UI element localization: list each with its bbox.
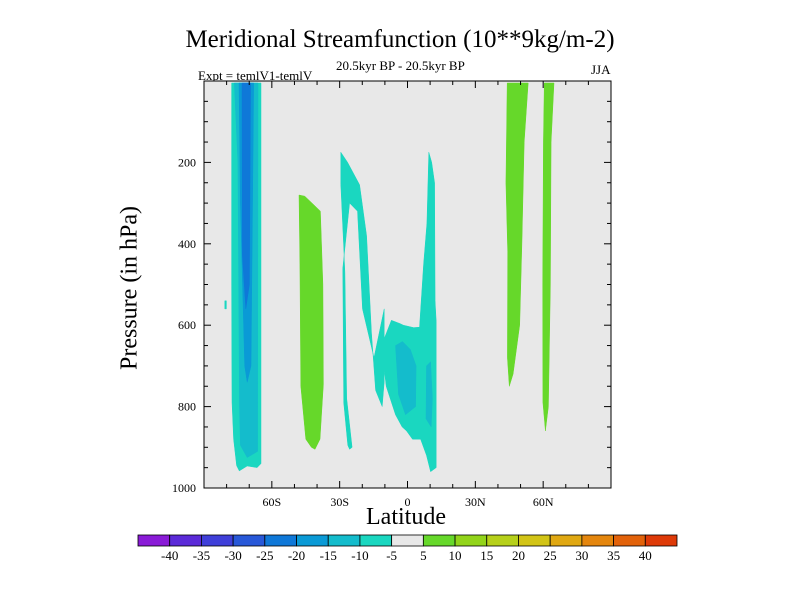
colorbar-box <box>359 534 393 547</box>
x-tick-label: 30S <box>330 495 349 509</box>
colorbar-label: -35 <box>193 548 210 563</box>
colorbar-label: 5 <box>420 548 427 563</box>
contour-region-equatorial-negative <box>382 152 437 473</box>
colorbar-label: 30 <box>575 548 588 563</box>
colorbar-label: 40 <box>639 548 652 563</box>
colorbar-box <box>549 534 583 547</box>
time-range-label: 20.5kyr BP - 20.5kyr BP <box>336 58 465 73</box>
colorbar-box <box>327 534 361 547</box>
colorbar-box <box>518 534 551 547</box>
colorbar-label: 10 <box>449 548 462 563</box>
y-tick-label: 1000 <box>172 481 196 495</box>
y-tick-label: 800 <box>178 400 196 414</box>
axes: 60S 30S 0 30N 60N 200 400 600 800 1000 <box>172 80 612 509</box>
colorbar-box <box>296 534 329 547</box>
colorbar-label: -40 <box>161 548 178 563</box>
contour-region-nh-midlat-positive <box>505 82 529 387</box>
x-tick-label: 30N <box>465 495 486 509</box>
colorbar-box <box>201 534 234 547</box>
colorbar-label: -25 <box>256 548 273 563</box>
contour-region-equatorial-negative-core-2 <box>425 361 433 428</box>
season-label: JJA <box>591 62 611 77</box>
contour-region-isolated-dot <box>224 300 227 310</box>
y-tick-label: 600 <box>178 318 196 332</box>
y-tick-label: 400 <box>178 237 196 251</box>
x-tick-label: 60N <box>533 495 554 509</box>
colorbar-box <box>644 534 678 547</box>
colorbar-box <box>613 534 646 547</box>
colorbar-label: 15 <box>480 548 493 563</box>
contour-region-equatorial-negative-core <box>395 341 417 416</box>
colorbar-label: -20 <box>288 548 305 563</box>
colorbar-box <box>169 534 202 547</box>
plot-area <box>204 81 611 488</box>
colorbar: -40 -35 -30 -25 -20 -15 -10 -5 5 10 15 20 25 30 35 40 <box>137 534 678 563</box>
colorbar-label: -5 <box>386 548 397 563</box>
chart-title: Meridional Streamfunction (10**9kg/m-2) <box>185 26 615 53</box>
colorbar-box <box>137 534 171 547</box>
colorbar-label: 20 <box>512 548 525 563</box>
colorbar-label: -15 <box>320 548 337 563</box>
experiment-label: Expt = temlV1-temlV <box>198 68 313 83</box>
colorbar-label: -10 <box>351 548 368 563</box>
colorbar-label: 35 <box>607 548 620 563</box>
contour-region-nh-highlat-positive <box>542 82 555 432</box>
colorbar-label: -30 <box>224 548 241 563</box>
contour-region-subtropical-sh-negative <box>340 151 385 450</box>
colorbar-label: 25 <box>544 548 557 563</box>
colorbar-box <box>391 534 424 547</box>
colorbar-box <box>581 534 614 547</box>
colorbar-box <box>486 534 519 547</box>
contour-region-mid-sh-positive <box>298 194 324 450</box>
x-tick-label: 0 <box>405 495 411 509</box>
contour-regions <box>224 82 555 473</box>
y-tick-label: 200 <box>178 155 196 169</box>
x-axis-label: Latitude <box>366 504 446 530</box>
x-tick-label: 60S <box>262 495 281 509</box>
colorbar-box <box>264 534 297 547</box>
colorbar-box <box>232 534 266 547</box>
colorbar-box <box>422 534 456 547</box>
colorbar-box <box>454 534 488 547</box>
